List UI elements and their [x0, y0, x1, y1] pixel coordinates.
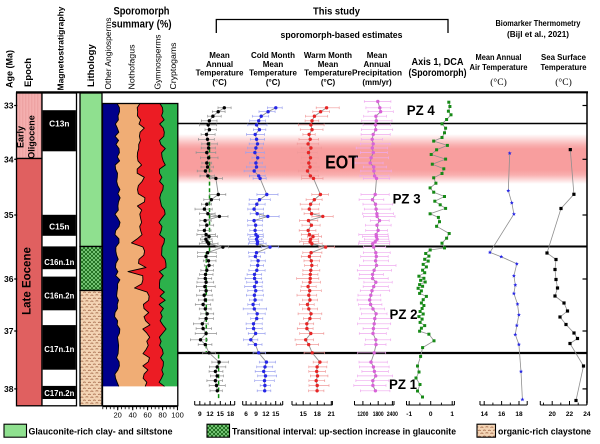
svg-text:Lithology: Lithology [86, 44, 97, 87]
svg-text:Annual: Annual [363, 60, 390, 69]
svg-text:Biomarker Thermometry: Biomarker Thermometry [496, 18, 581, 28]
svg-text:Cold Month: Cold Month [251, 51, 295, 60]
svg-text:Nothofagus: Nothofagus [128, 45, 137, 90]
svg-text:100: 100 [171, 411, 184, 420]
svg-text:Gymnosperms: Gymnosperms [154, 35, 163, 90]
svg-text:60: 60 [143, 411, 151, 420]
svg-text:C17n.1n: C17n.1n [44, 344, 74, 354]
svg-text:Mean: Mean [263, 60, 284, 69]
svg-text:(°C): (°C) [490, 77, 506, 88]
svg-text:40: 40 [129, 411, 137, 420]
svg-text:12: 12 [262, 411, 270, 418]
svg-text:Epoch: Epoch [23, 58, 34, 87]
svg-text:15: 15 [272, 411, 280, 418]
svg-text:Annual: Annual [206, 60, 233, 69]
svg-text:Sea Surface: Sea Surface [541, 53, 587, 62]
svg-text:C17n.2n: C17n.2n [44, 388, 74, 398]
svg-text:Mean: Mean [318, 60, 339, 69]
svg-text:(Bijl et al., 2021): (Bijl et al., 2021) [507, 29, 569, 39]
svg-text:21: 21 [328, 411, 336, 418]
svg-text:(mm/yr): (mm/yr) [362, 78, 392, 87]
svg-text:1: 1 [450, 411, 454, 418]
svg-text:37: 37 [4, 326, 14, 336]
svg-text:Mean: Mean [367, 51, 388, 60]
svg-text:Cryptogams: Cryptogams [169, 43, 178, 90]
svg-text:PZ 2: PZ 2 [390, 307, 418, 322]
svg-text:1200: 1200 [357, 411, 368, 418]
svg-text:22: 22 [566, 411, 574, 418]
svg-text:(°C): (°C) [266, 78, 281, 87]
svg-text:(Sporomorph): (Sporomorph) [409, 68, 467, 79]
svg-text:C13n: C13n [49, 119, 69, 129]
svg-text:24: 24 [583, 411, 591, 418]
svg-text:2400: 2400 [387, 411, 398, 418]
svg-text:Mean Annual: Mean Annual [476, 53, 522, 62]
svg-text:Temperature: Temperature [304, 68, 352, 77]
svg-text:Late Eocene: Late Eocene [22, 247, 34, 315]
svg-text:20: 20 [114, 411, 122, 420]
svg-text:(°C): (°C) [555, 77, 571, 88]
svg-text:This study: This study [313, 7, 360, 18]
svg-text:20: 20 [549, 411, 557, 418]
svg-text:15: 15 [217, 411, 225, 418]
svg-text:Temperature: Temperature [249, 68, 297, 77]
svg-text:C16n.1n: C16n.1n [44, 257, 74, 267]
svg-text:1800: 1800 [373, 411, 384, 418]
svg-text:Temperature: Temperature [196, 68, 244, 77]
svg-text:16: 16 [498, 411, 506, 418]
svg-text:9: 9 [198, 411, 202, 418]
svg-text:C15n: C15n [49, 222, 69, 232]
svg-text:35: 35 [4, 210, 14, 220]
svg-text:0: 0 [429, 411, 433, 418]
svg-text:C16n.2n: C16n.2n [44, 291, 74, 301]
svg-text:Early: Early [16, 126, 26, 148]
svg-text:Other Angiosperms: Other Angiosperms [104, 18, 113, 90]
svg-text:18: 18 [227, 411, 235, 418]
svg-text:12: 12 [206, 411, 214, 418]
svg-text:sporomorph-based estimates: sporomorph-based estimates [281, 30, 403, 40]
svg-text:(°C): (°C) [321, 78, 336, 87]
svg-text:Precipitation: Precipitation [352, 68, 402, 77]
svg-text:33: 33 [4, 101, 14, 111]
svg-text:PZ 1: PZ 1 [389, 377, 417, 392]
svg-text:Axis 1, DCA: Axis 1, DCA [412, 57, 464, 68]
svg-text:18: 18 [314, 411, 322, 418]
svg-text:Glauconite-rich clay- and silt: Glauconite-rich clay- and siltstone [29, 426, 173, 436]
svg-text:9: 9 [254, 411, 258, 418]
svg-text:38: 38 [4, 384, 14, 394]
svg-text:Magnetostratigraphy: Magnetostratigraphy [56, 6, 66, 90]
svg-text:80: 80 [158, 411, 166, 420]
svg-text:organic-rich claystone: organic-rich claystone [498, 426, 591, 436]
svg-text:Age (Ma): Age (Ma) [5, 50, 15, 88]
svg-text:Mean: Mean [209, 51, 230, 60]
svg-text:Sporomorph: Sporomorph [114, 6, 170, 18]
svg-text:6: 6 [244, 411, 248, 418]
svg-text:(°C): (°C) [212, 78, 227, 87]
svg-text:15: 15 [300, 411, 308, 418]
svg-text:14: 14 [481, 411, 489, 418]
svg-text:Warm Month: Warm Month [304, 51, 352, 60]
svg-text:Temperature: Temperature [541, 63, 588, 72]
svg-text:34: 34 [4, 154, 14, 164]
svg-text:36: 36 [4, 274, 14, 284]
svg-text:EOT: EOT [325, 152, 358, 172]
svg-text:PZ 3: PZ 3 [393, 192, 421, 207]
svg-text:PZ 4: PZ 4 [407, 103, 435, 118]
svg-text:Air Temperature: Air Temperature [470, 63, 529, 72]
svg-text:Oligocene: Oligocene [27, 115, 37, 159]
svg-text:summary (%): summary (%) [112, 19, 172, 31]
svg-text:-1: -1 [406, 411, 412, 418]
svg-text:18: 18 [515, 411, 523, 418]
svg-text:Transitional interval: up-sect: Transitional interval: up-section increa… [232, 426, 456, 436]
